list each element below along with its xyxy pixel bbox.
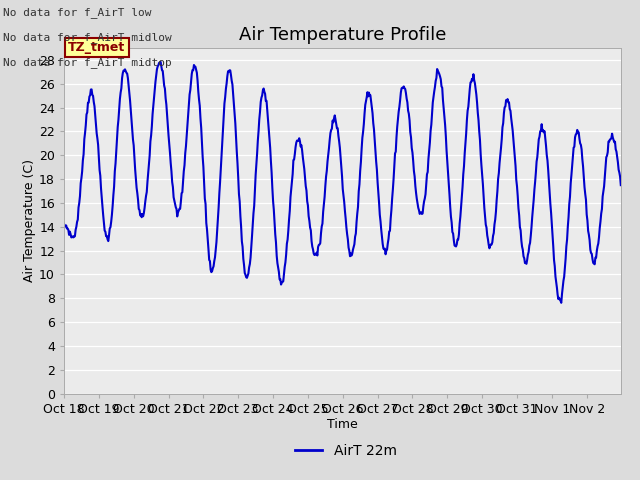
Title: Air Temperature Profile: Air Temperature Profile [239,25,446,44]
Text: No data for f_AirT midlow: No data for f_AirT midlow [3,32,172,43]
Text: No data for f_AirT midtop: No data for f_AirT midtop [3,57,172,68]
Text: No data for f_AirT low: No data for f_AirT low [3,7,152,18]
Text: TZ_tmet: TZ_tmet [68,41,125,54]
Legend: AirT 22m: AirT 22m [289,438,402,464]
X-axis label: Time: Time [327,419,358,432]
Y-axis label: Air Temperature (C): Air Temperature (C) [23,159,36,282]
